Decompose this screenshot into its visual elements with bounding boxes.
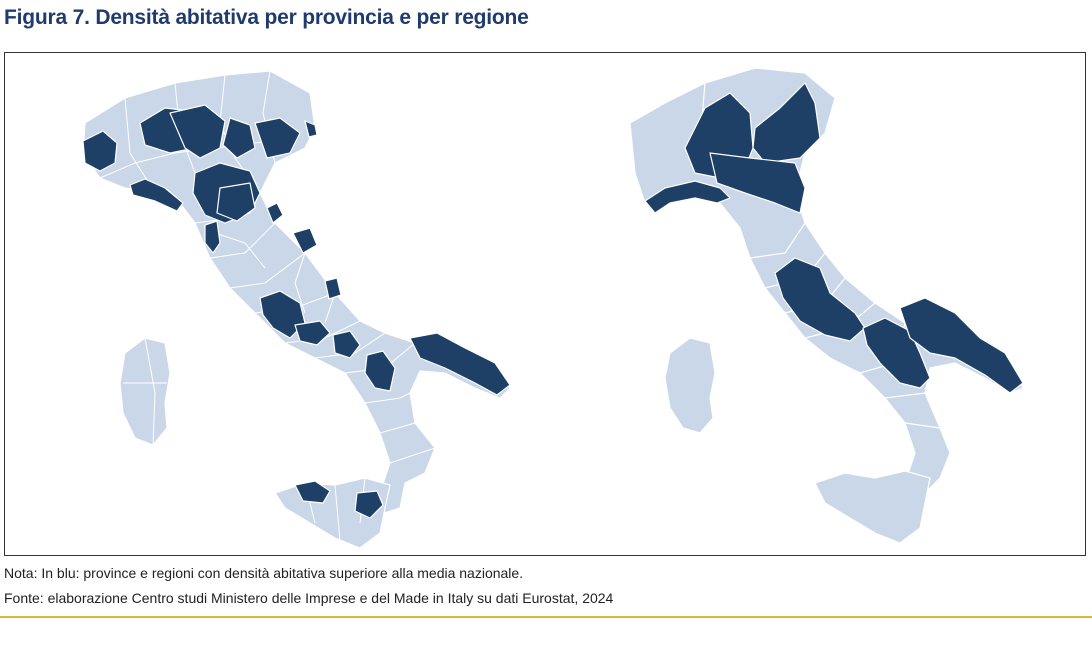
province-brescia: [222, 117, 256, 159]
province-milano-bergamo: [169, 104, 226, 159]
sardinia: [119, 337, 171, 446]
highlighted-regions: [644, 82, 1024, 394]
regions-sardinia: [664, 337, 716, 434]
province-palermo: [294, 480, 331, 504]
province-trieste: [304, 120, 318, 138]
provinces-map: [82, 70, 511, 549]
maps-canvas: [82, 67, 1024, 549]
highlighted-provinces: [82, 104, 511, 519]
province-torino: [82, 130, 118, 172]
regions-map: [629, 67, 1024, 544]
region-veneto: [752, 82, 821, 164]
province-latina: [294, 320, 331, 346]
province-bari: [409, 332, 511, 396]
province-catania: [354, 490, 384, 519]
region-liguria: [644, 180, 731, 214]
regions-sicily: [814, 470, 931, 544]
region-puglia: [899, 297, 1024, 394]
region-emilia-romagna: [709, 152, 806, 214]
province-rimini: [266, 202, 284, 224]
province-caserta-napoli: [332, 330, 361, 359]
figure-frame: [4, 52, 1086, 556]
note-text: Nota: In blu: province e regioni con den…: [4, 565, 524, 581]
province-toscana-coast: [204, 220, 221, 254]
source-text: Fonte: elaborazione Centro studi Ministe…: [4, 590, 614, 606]
region-campania: [862, 317, 931, 389]
accent-rule: [0, 616, 1092, 618]
province-pescara: [292, 227, 318, 254]
figure-title: Figura 7. Densità abitativa per provinci…: [4, 6, 529, 29]
province-veneto: [254, 117, 301, 159]
province-abruzzo-inner: [324, 277, 342, 300]
province-salerno: [364, 350, 396, 392]
province-genova: [129, 178, 184, 212]
province-bologna: [216, 182, 256, 222]
